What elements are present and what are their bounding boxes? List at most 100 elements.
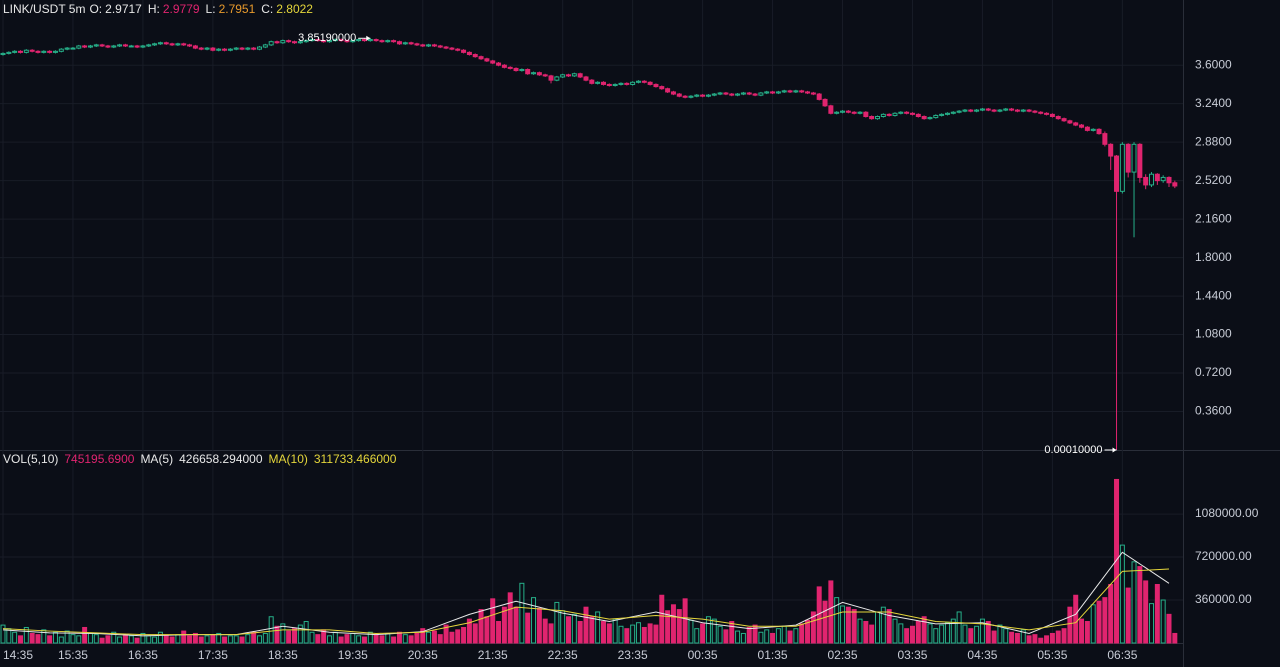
volume-bar xyxy=(1096,600,1102,644)
ohlc-label: C: xyxy=(261,2,273,16)
candle-body xyxy=(122,44,128,47)
candle-body xyxy=(286,40,292,43)
x-tick-label: 17:35 xyxy=(198,648,228,662)
volume-bar xyxy=(1044,635,1050,644)
volume-bar xyxy=(1172,632,1178,644)
candle-body xyxy=(571,73,577,77)
volume-bar xyxy=(694,628,700,644)
ohlc-value: 2.9779 xyxy=(163,2,200,16)
candle-body xyxy=(216,48,222,51)
volume-bar xyxy=(799,623,805,644)
volume-bar xyxy=(956,611,962,644)
candle-body xyxy=(810,92,816,95)
volume-bar xyxy=(1114,478,1120,644)
volume-bar xyxy=(834,597,840,644)
candle-body xyxy=(822,98,828,107)
candle-body xyxy=(268,41,274,46)
candle-body xyxy=(554,76,560,81)
volume-bar xyxy=(577,621,583,644)
candle-body xyxy=(688,95,694,98)
candle-body xyxy=(251,47,257,50)
volume-bar xyxy=(781,625,787,644)
candle-body xyxy=(851,111,857,114)
volume-bar xyxy=(41,629,47,644)
candle-body xyxy=(204,47,210,50)
volume-bar xyxy=(566,616,572,644)
candle-body xyxy=(332,39,338,42)
candle-body xyxy=(1003,108,1009,111)
candle-body xyxy=(29,49,35,52)
volume-bar xyxy=(0,624,6,644)
volume-bar xyxy=(344,634,350,644)
candle-body xyxy=(729,93,735,96)
volume-bar xyxy=(921,616,927,644)
candle-body xyxy=(904,111,910,114)
candle-body xyxy=(169,43,175,46)
candle-body xyxy=(490,60,496,64)
y-tick-label: 0.7200 xyxy=(1195,365,1232,379)
candle-body xyxy=(1166,176,1172,184)
marker-label: 3.85190000 xyxy=(298,32,356,44)
ma-line xyxy=(2,568,1170,636)
volume-bar xyxy=(35,634,41,644)
volume-bar xyxy=(117,636,123,644)
candle-body xyxy=(6,51,12,54)
volume-bar xyxy=(227,635,233,644)
candle-body xyxy=(612,83,618,87)
volume-bar xyxy=(600,621,606,644)
volume-bar xyxy=(1125,587,1131,644)
candle-body xyxy=(76,45,82,49)
candle-body xyxy=(944,112,950,115)
candle-body xyxy=(1084,126,1090,131)
candle-body xyxy=(297,41,303,44)
volume-bar xyxy=(659,594,665,644)
volume-bar xyxy=(1079,618,1085,644)
volume-bar xyxy=(251,631,257,644)
volume-bar xyxy=(746,626,752,644)
candle-body xyxy=(869,116,875,120)
candle-body xyxy=(1049,113,1055,118)
volume-bar xyxy=(87,632,93,644)
candle-body xyxy=(367,39,373,42)
candle-body xyxy=(210,47,216,51)
candle-body xyxy=(566,74,572,77)
candle-body xyxy=(373,39,379,42)
candle-body xyxy=(840,110,846,113)
candle-body xyxy=(962,109,968,112)
volume-bar xyxy=(303,621,309,644)
volume-bar xyxy=(29,632,35,644)
volume-bar xyxy=(1003,628,1009,644)
x-tick-label: 19:35 xyxy=(338,648,368,662)
y-tick-label: 0.3600 xyxy=(1195,404,1232,418)
volume-bar xyxy=(12,631,18,644)
marker-arrow xyxy=(1112,447,1117,453)
volume-bar xyxy=(484,616,490,644)
candle-body xyxy=(525,68,531,75)
candle-body xyxy=(1131,143,1137,173)
volume-bar xyxy=(723,629,729,644)
x-tick-label: 04:35 xyxy=(967,648,997,662)
volume-bar xyxy=(204,635,210,644)
volume-bar xyxy=(239,636,245,644)
volume-bar xyxy=(490,598,496,644)
candle-body xyxy=(659,86,665,90)
volume-bar xyxy=(758,631,764,644)
volume-bar xyxy=(297,624,303,644)
volume-bar xyxy=(606,623,612,644)
candle-body xyxy=(700,94,706,97)
candle-body xyxy=(1154,173,1160,182)
candle-body xyxy=(233,47,239,50)
candle-body xyxy=(676,93,682,97)
volume-bar xyxy=(915,621,921,644)
volume-bar xyxy=(857,618,863,644)
candle-body xyxy=(47,50,53,53)
candle-body xyxy=(956,110,962,113)
volume-bar xyxy=(134,637,140,644)
volume-bar xyxy=(700,623,706,644)
candle-body xyxy=(647,81,653,85)
volume-bar xyxy=(729,621,735,644)
candle-body xyxy=(420,44,426,47)
candle-body xyxy=(426,44,432,47)
marker-arrow xyxy=(366,35,371,41)
candle-body xyxy=(461,49,467,53)
